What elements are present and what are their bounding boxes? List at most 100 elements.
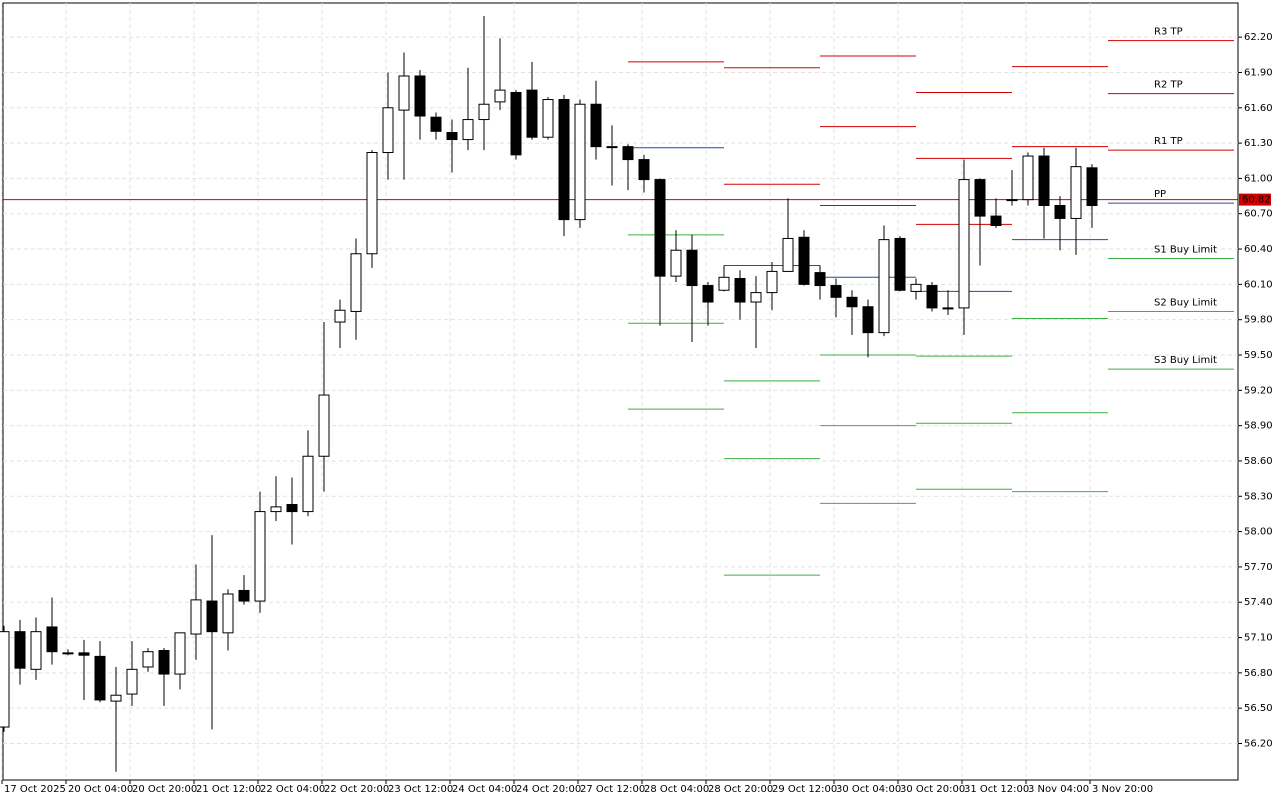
y-tick-label: 60.10 [1244,279,1273,290]
pivot-label: R3 TP [1154,27,1183,38]
candle-body [878,239,890,334]
x-tick-label: 3 Nov 20:00 [1092,784,1153,795]
x-tick-label: 3 Nov 04:00 [1028,784,1089,795]
pivot-label: S1 Buy Limit [1154,244,1217,255]
y-tick-label: 59.20 [1244,385,1273,396]
candle-body [94,655,106,701]
candle-body [190,599,202,635]
candle-body [30,631,42,670]
candle-body [366,152,378,255]
x-tick-label: 24 Oct 20:00 [516,784,581,795]
last-price-label: 60.82 [1242,195,1271,206]
y-tick-label: 56.50 [1244,703,1273,714]
x-tick-label: 23 Oct 12:00 [388,784,453,795]
candle-body [430,116,442,132]
candle-body [350,253,362,312]
x-tick-label: 28 Oct 04:00 [644,784,709,795]
candle-body [1022,155,1034,201]
y-tick-label: 61.30 [1244,138,1273,149]
candle-body [542,99,554,138]
candle-body [798,236,810,285]
candle-body [318,394,330,457]
candle-body [46,626,58,653]
x-tick-label: 27 Oct 12:00 [580,784,645,795]
candle-body [526,89,538,138]
y-tick-label: 58.90 [1244,421,1273,432]
candle-body [734,277,746,303]
candle-body [782,237,794,272]
candle-body [990,215,1002,227]
candle-body [0,631,10,728]
candle-body [750,292,762,303]
y-tick-label: 57.70 [1244,562,1273,573]
candle-body [1070,166,1082,219]
x-tick-label: 29 Oct 12:00 [772,784,837,795]
candle-body [846,296,858,308]
x-tick-label: 30 Oct 20:00 [900,784,965,795]
candle-body [142,651,154,668]
candle-body [574,103,586,221]
candle-body [606,146,618,149]
candle-body [766,270,778,294]
candle-body [1038,155,1050,206]
candle-body [1006,199,1018,202]
y-tick-label: 58.00 [1244,527,1273,538]
plot-frame [2,2,1239,781]
x-tick-label: 28 Oct 20:00 [708,784,773,795]
candle-body [286,504,298,513]
x-tick-label: 17 Oct 2025 [4,784,66,795]
y-tick-label: 57.40 [1244,597,1273,608]
candle-body [910,283,922,292]
pivot-label: S3 Buy Limit [1154,355,1217,366]
candle-body [862,306,874,334]
y-tick-label: 59.80 [1244,315,1273,326]
x-tick-label: 30 Oct 04:00 [836,784,901,795]
candle-body [670,249,682,277]
candle-body [270,506,282,513]
candle-body [478,103,490,121]
y-tick-label: 60.70 [1244,209,1273,220]
y-tick-label: 61.60 [1244,103,1273,114]
candle-body [926,285,938,309]
candle-body [590,103,602,148]
candle-body [494,89,506,103]
candle-body [638,159,650,181]
candle-body [302,455,314,513]
y-tick-label: 56.20 [1244,739,1273,750]
candle-body [894,237,906,291]
candle-body [414,75,426,117]
candle-body [622,146,634,161]
candle-body [110,694,122,702]
candle-body [814,272,826,287]
candle-body [974,179,986,217]
candle-body [174,632,186,675]
candle-body [718,276,730,291]
candle-body [462,119,474,141]
x-tick-label: 22 Oct 20:00 [324,784,389,795]
y-tick-label: 61.90 [1244,67,1273,78]
candle-body [78,652,90,656]
candle-body [702,285,714,303]
candle-body [382,107,394,154]
candle-body [206,600,218,633]
x-tick-label: 31 Oct 12:00 [964,784,1029,795]
y-tick-label: 57.10 [1244,633,1273,644]
candle-body [942,307,954,310]
candle-body [254,511,266,602]
candle-body [158,650,170,675]
candle-body [62,652,74,655]
candle-body [558,99,570,221]
y-tick-label: 60.40 [1244,244,1273,255]
pivot-label: R2 TP [1154,80,1183,91]
y-tick-label: 56.80 [1244,668,1273,679]
candle-body [334,309,346,323]
candle-body [1086,167,1098,206]
pivot-label: R1 TP [1154,136,1183,147]
x-tick-label: 22 Oct 04:00 [260,784,325,795]
x-tick-label: 24 Oct 04:00 [452,784,517,795]
x-tick-label: 20 Oct 04:00 [68,784,133,795]
candle-body [14,631,26,669]
candle-body [958,179,970,309]
x-tick-label: 20 Oct 20:00 [132,784,197,795]
